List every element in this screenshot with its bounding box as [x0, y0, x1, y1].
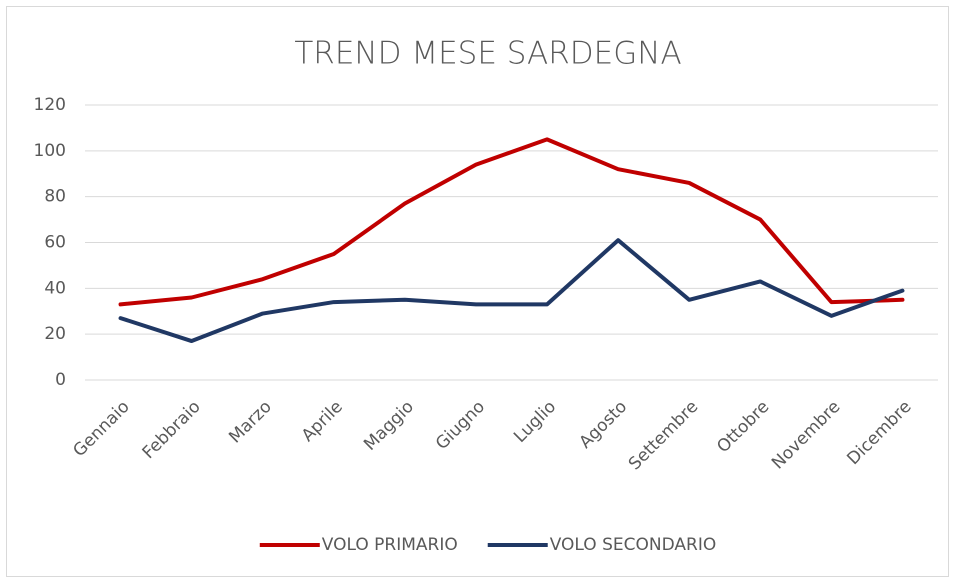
line-series: [118, 238, 905, 344]
legend-label: VOLO PRIMARIO: [322, 535, 458, 555]
chart-border: [6, 6, 949, 577]
line-series: [118, 137, 905, 307]
y-tick-label: 0: [55, 370, 66, 390]
y-tick-label: 80: [44, 187, 66, 207]
y-tick-label: 60: [44, 233, 66, 253]
legend-label: VOLO SECONDARIO: [550, 535, 717, 555]
y-tick-label: 20: [44, 324, 66, 344]
y-tick-label: 120: [34, 95, 66, 115]
y-tick-label: 40: [44, 278, 66, 298]
y-tick-label: 100: [34, 141, 66, 161]
chart-title: TREND MESE SARDEGNA: [294, 36, 681, 72]
